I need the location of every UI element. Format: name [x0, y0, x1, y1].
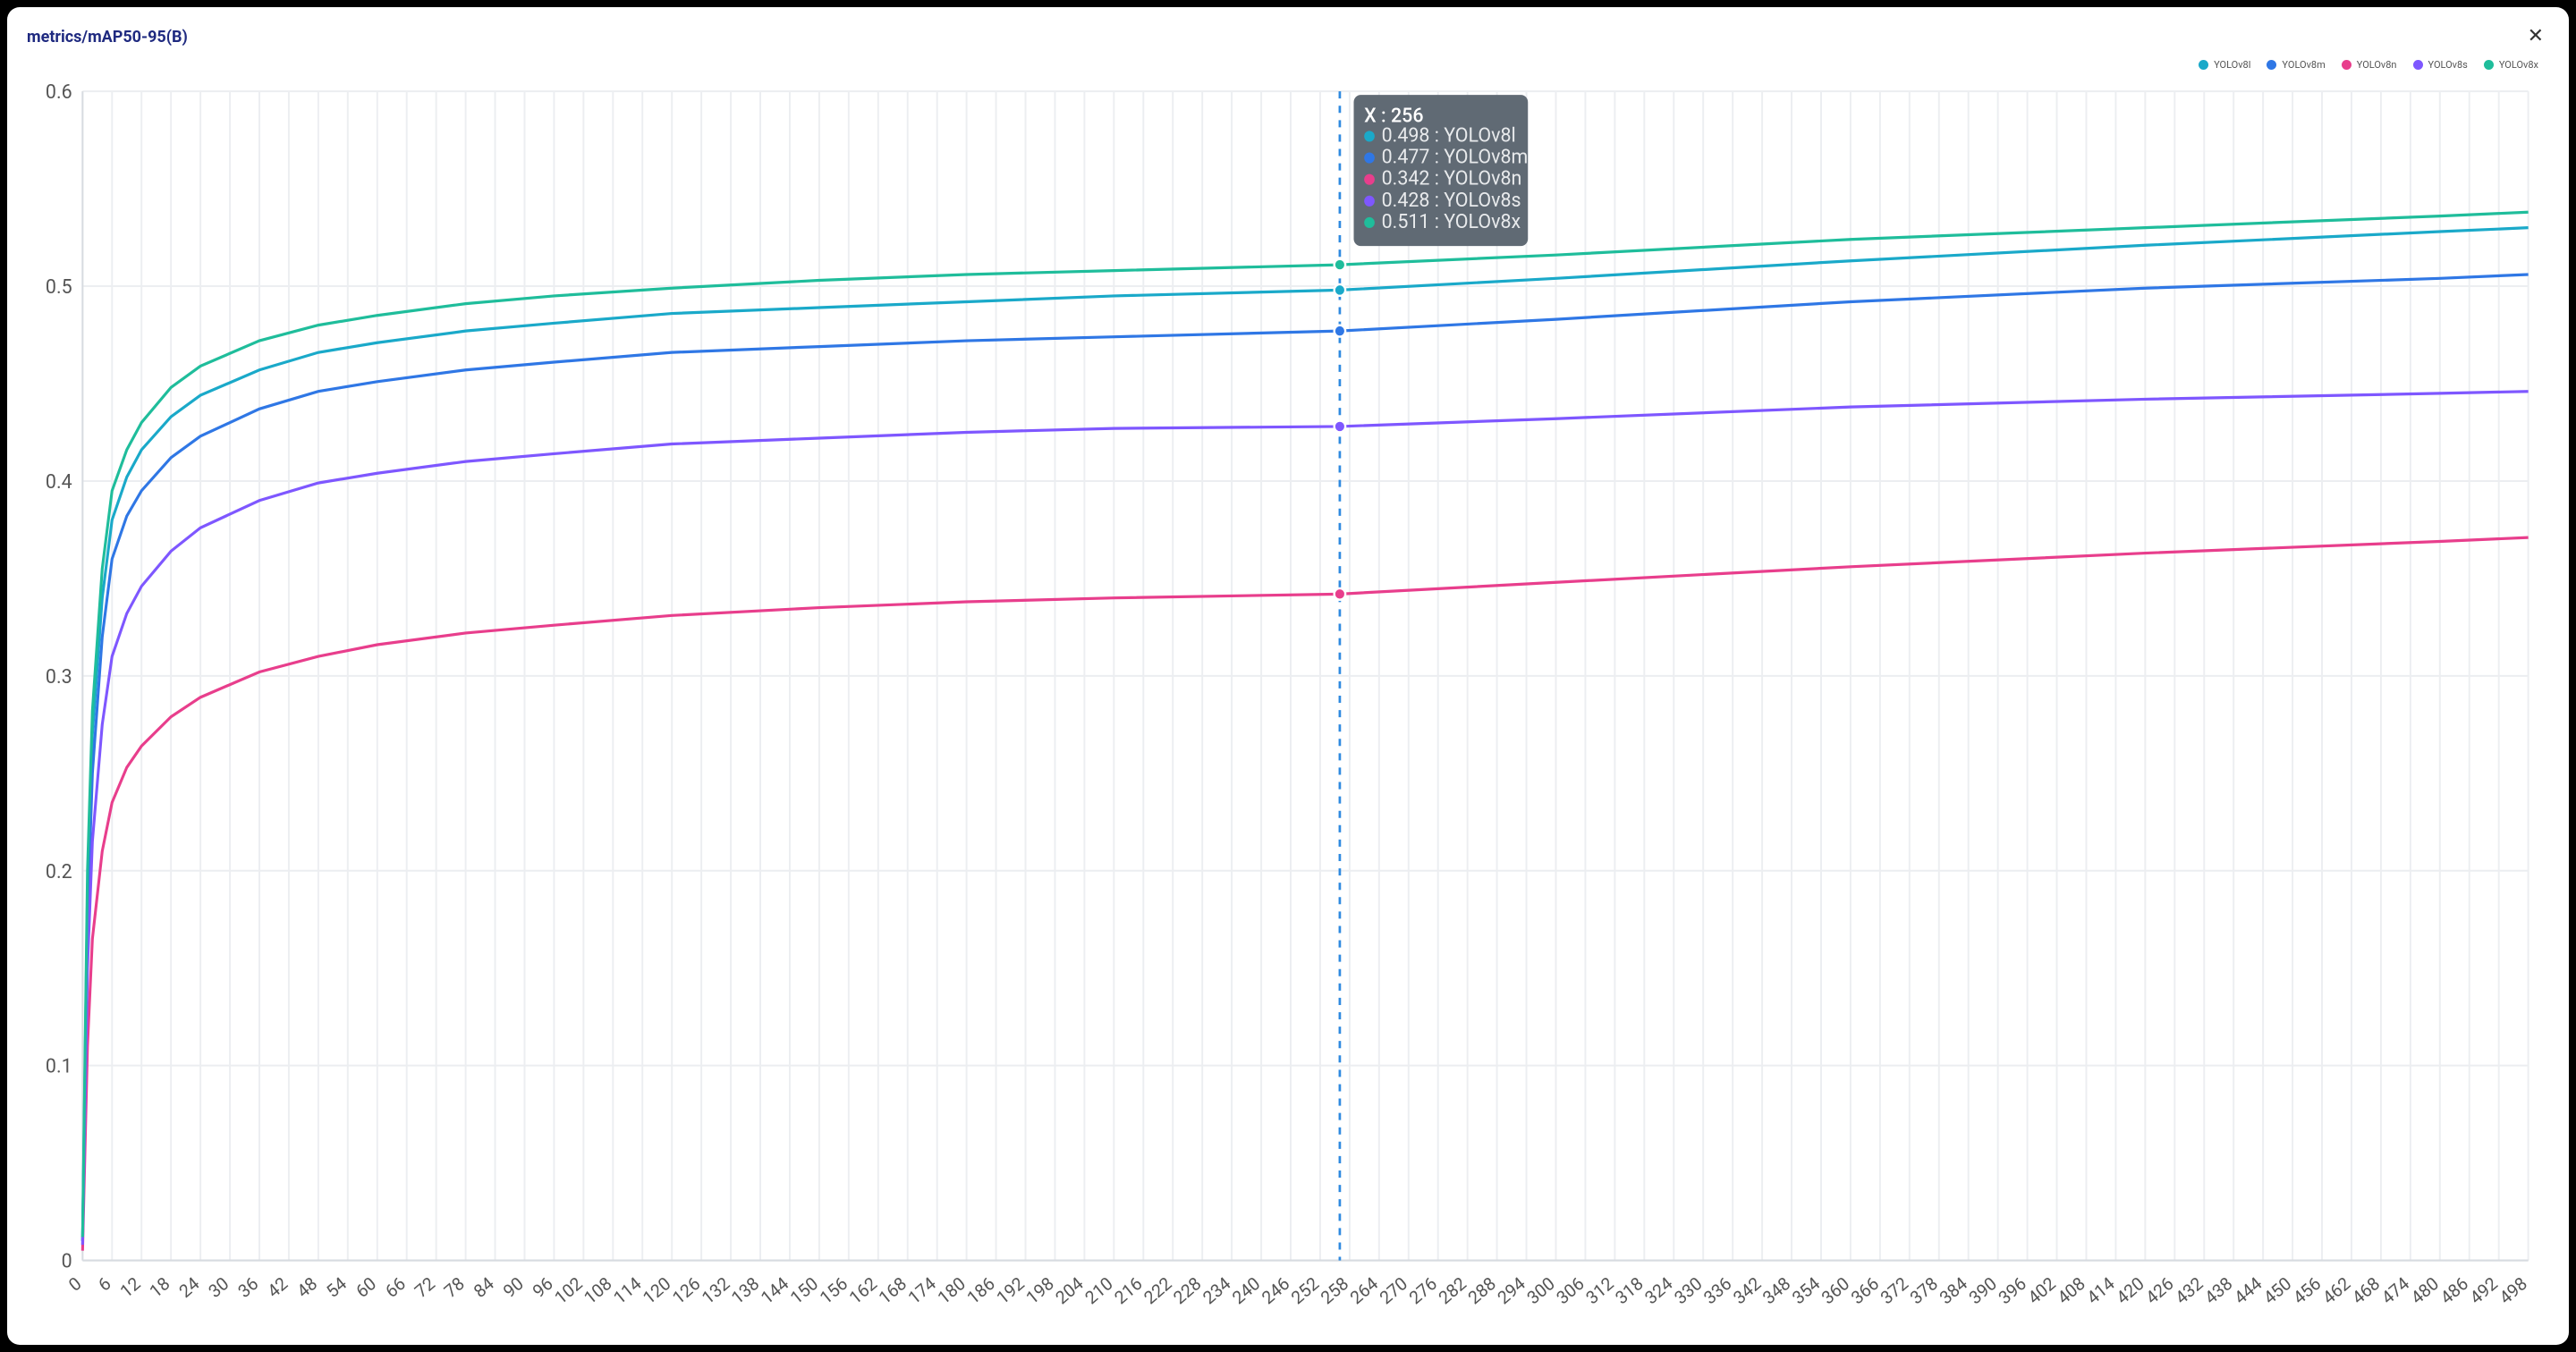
- legend-dot-icon: [2484, 60, 2494, 70]
- svg-text:0.342 : YOLOv8n: 0.342 : YOLOv8n: [1382, 167, 1522, 190]
- svg-text:0.428 : YOLOv8s: 0.428 : YOLOv8s: [1382, 190, 1521, 212]
- svg-text:12: 12: [116, 1273, 144, 1302]
- svg-text:0.6: 0.6: [46, 81, 72, 104]
- svg-text:96: 96: [529, 1273, 556, 1302]
- chart-panel: metrics/mAP50-95(B) ✕ YOLOv8lYOLOv8mYOLO…: [7, 7, 2569, 1345]
- svg-text:60: 60: [352, 1273, 380, 1302]
- panel-header: metrics/mAP50-95(B) ✕: [27, 23, 2549, 50]
- legend-dot-icon: [2413, 60, 2423, 70]
- svg-text:78: 78: [440, 1273, 468, 1302]
- close-icon[interactable]: ✕: [2522, 23, 2549, 50]
- legend-dot-icon: [2199, 60, 2208, 70]
- svg-text:498: 498: [2496, 1273, 2531, 1309]
- svg-text:0.477 : YOLOv8m: 0.477 : YOLOv8m: [1382, 146, 1529, 168]
- svg-text:72: 72: [411, 1273, 438, 1302]
- svg-text:48: 48: [293, 1273, 321, 1302]
- svg-text:90: 90: [499, 1273, 527, 1302]
- svg-text:0.511 : YOLOv8x: 0.511 : YOLOv8x: [1382, 211, 1521, 233]
- svg-text:0.2: 0.2: [46, 860, 72, 883]
- svg-text:66: 66: [382, 1273, 410, 1302]
- svg-text:0.498 : YOLOv8l: 0.498 : YOLOv8l: [1382, 124, 1516, 147]
- svg-text:6: 6: [94, 1273, 114, 1296]
- svg-text:24: 24: [175, 1273, 203, 1302]
- svg-text:18: 18: [146, 1273, 174, 1302]
- chart-title: metrics/mAP50-95(B): [27, 28, 188, 46]
- chart-area[interactable]: 0 0.1 0.2 0.3 0.4 0.5 0.6 061218243036424854606…: [27, 70, 2549, 1329]
- svg-text:54: 54: [323, 1273, 351, 1302]
- line-chart-svg: 0 0.1 0.2 0.3 0.4 0.5 0.6 061218243036424854606…: [27, 70, 2549, 1329]
- svg-text:36: 36: [234, 1273, 262, 1302]
- svg-text:0.5: 0.5: [46, 276, 72, 299]
- legend-dot-icon: [2342, 60, 2351, 70]
- svg-text:0.1: 0.1: [46, 1055, 72, 1077]
- svg-text:0.3: 0.3: [46, 666, 72, 689]
- legend-dot-icon: [2267, 60, 2276, 70]
- svg-text:42: 42: [264, 1273, 292, 1302]
- svg-text:84: 84: [470, 1273, 497, 1302]
- svg-text:30: 30: [205, 1273, 233, 1302]
- svg-text:0: 0: [62, 1250, 72, 1272]
- svg-text:0: 0: [65, 1273, 86, 1296]
- svg-text:0.4: 0.4: [46, 471, 72, 494]
